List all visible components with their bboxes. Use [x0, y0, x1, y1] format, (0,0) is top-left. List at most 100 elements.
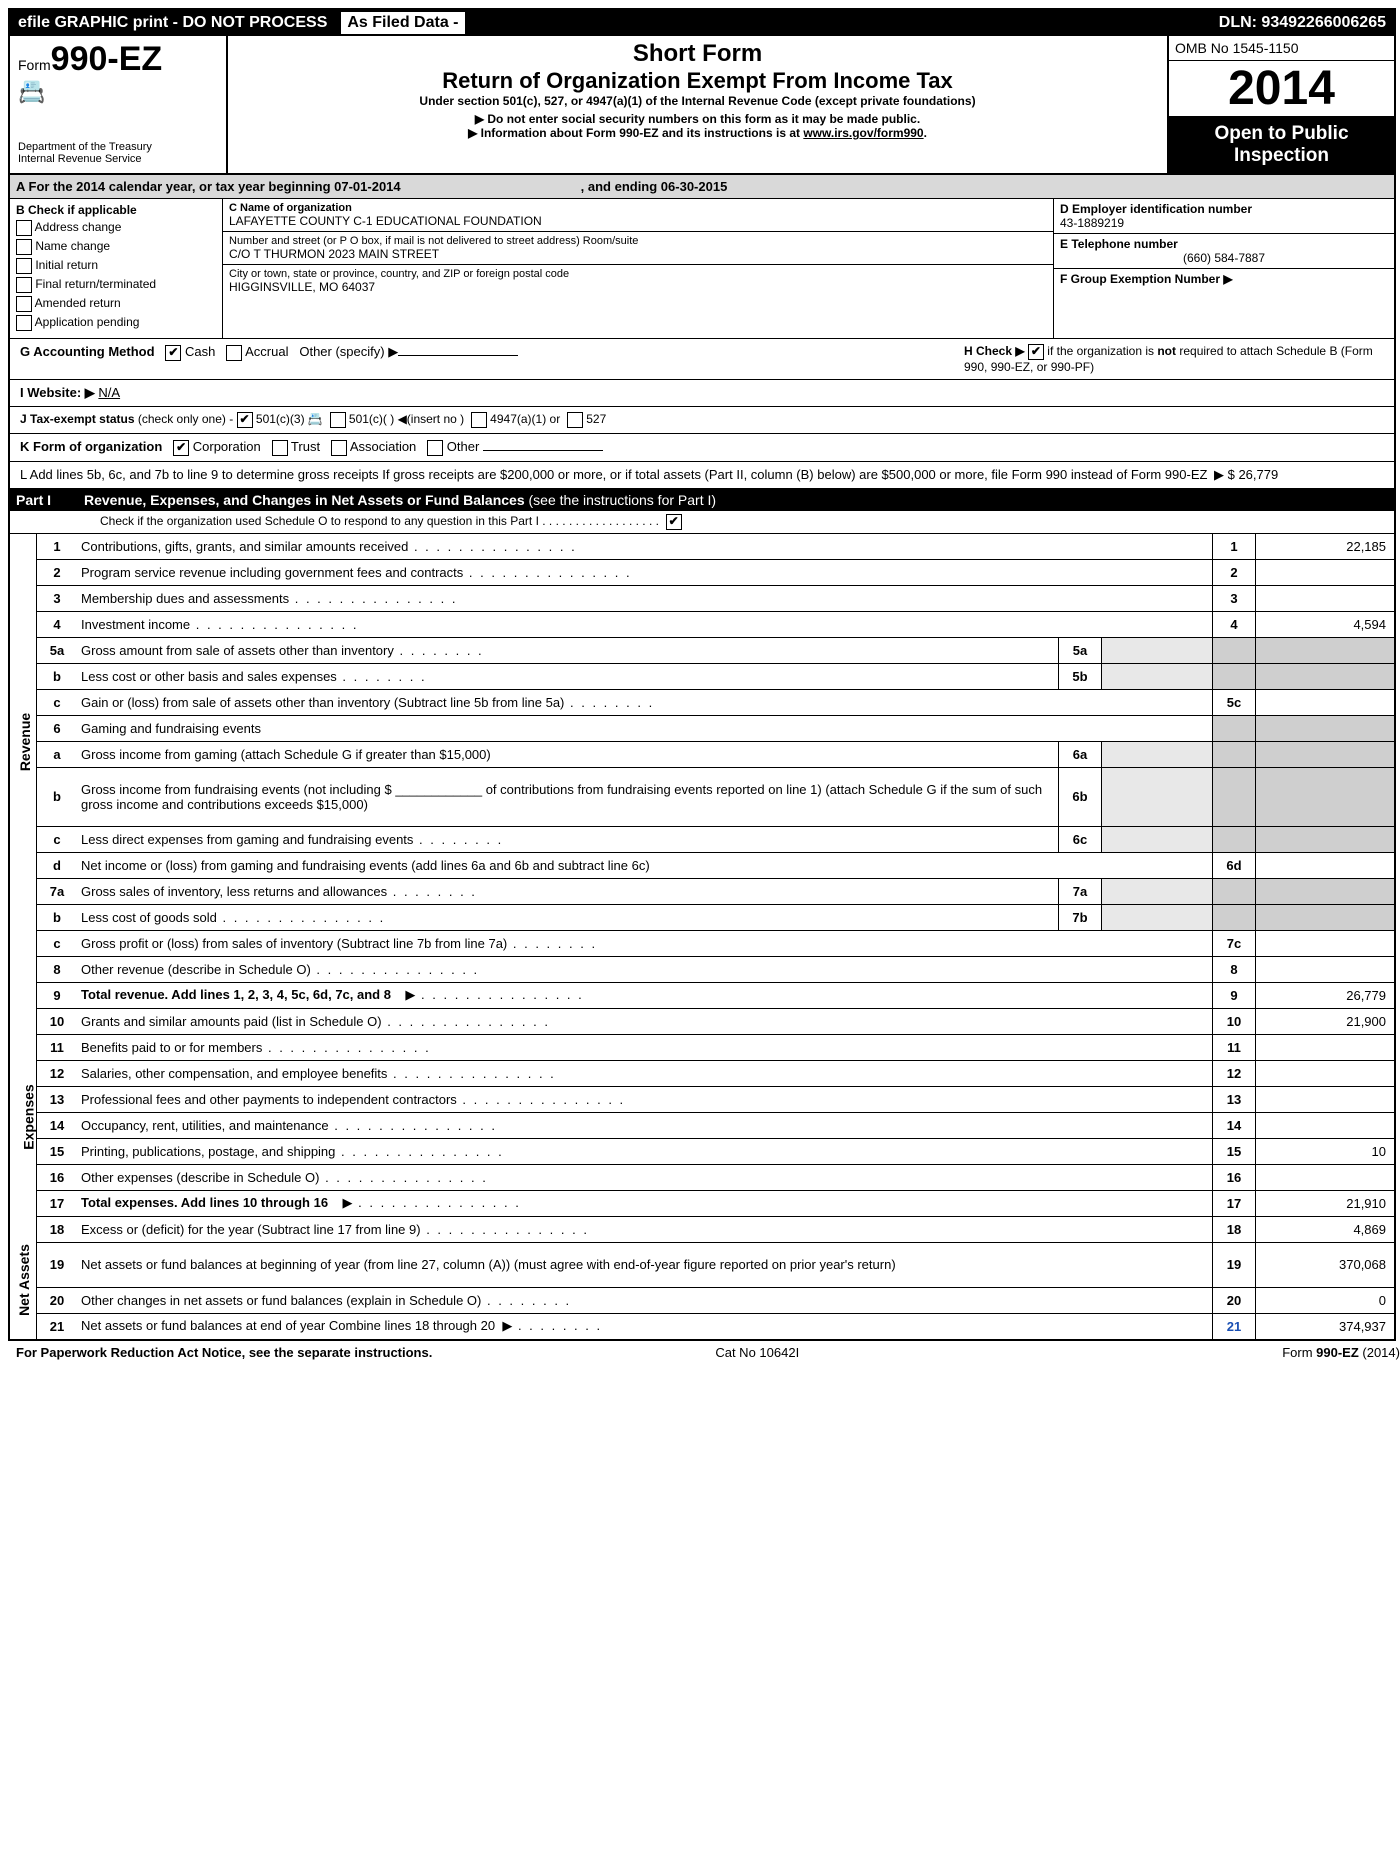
- g-label: G Accounting Method: [20, 344, 155, 359]
- chk-corp[interactable]: ✔: [173, 440, 189, 456]
- line-6c: cLess direct expenses from gaming and fu…: [37, 827, 1394, 853]
- line-6a: aGross income from gaming (attach Schedu…: [37, 742, 1394, 768]
- line-9: 9Total revenue. Add lines 1, 2, 3, 4, 5c…: [37, 983, 1394, 1009]
- gh-row: G Accounting Method ✔ Cash Accrual Other…: [10, 339, 1394, 380]
- line-18: 18Excess or (deficit) for the year (Subt…: [37, 1217, 1394, 1243]
- l-gross-receipts: L Add lines 5b, 6c, and 7b to line 9 to …: [10, 462, 1394, 489]
- line-5c: cGain or (loss) from sale of assets othe…: [37, 690, 1394, 716]
- c-street-label: Number and street (or P O box, if mail i…: [229, 235, 1047, 247]
- c-name-value: LAFAYETTE COUNTY C-1 EDUCATIONAL FOUNDAT…: [229, 214, 1047, 228]
- l-amount: ▶ $ 26,779: [1214, 467, 1384, 483]
- line-4: 4Investment income44,594: [37, 612, 1394, 638]
- chk-501c[interactable]: [330, 412, 346, 428]
- no-ssn-note: ▶ Do not enter social security numbers o…: [236, 112, 1159, 126]
- chk-address-change[interactable]: Address change: [16, 220, 216, 236]
- dept-treasury: Department of the Treasury: [18, 141, 218, 153]
- netassets-section: Net Assets 18Excess or (deficit) for the…: [10, 1217, 1394, 1339]
- line-21: 21Net assets or fund balances at end of …: [37, 1314, 1394, 1339]
- c-city-value: HIGGINSVILLE, MO 64037: [229, 280, 1047, 294]
- expenses-section: Expenses 10Grants and similar amounts pa…: [10, 1009, 1394, 1217]
- h-text1: H Check ▶: [964, 344, 1025, 358]
- chk-h[interactable]: ✔: [1028, 344, 1044, 360]
- line-5b: bLess cost or other basis and sales expe…: [37, 664, 1394, 690]
- line-11: 11Benefits paid to or for members11: [37, 1035, 1394, 1061]
- chk-name-change[interactable]: Name change: [16, 239, 216, 255]
- a-end: , and ending 06-30-2015: [581, 179, 728, 194]
- chk-527[interactable]: [567, 412, 583, 428]
- col-c-address: C Name of organization LAFAYETTE COUNTY …: [223, 199, 1054, 338]
- k-label: K Form of organization: [20, 439, 162, 454]
- chk-4947[interactable]: [471, 412, 487, 428]
- line-19: 19Net assets or fund balances at beginni…: [37, 1243, 1394, 1288]
- irs-link[interactable]: www.irs.gov/form990: [803, 126, 923, 140]
- e-value: (660) 584-7887: [1060, 251, 1388, 265]
- col-def: D Employer identification number 43-1889…: [1054, 199, 1394, 338]
- other-org-input[interactable]: [483, 450, 603, 451]
- g-accounting-method: G Accounting Method ✔ Cash Accrual Other…: [10, 339, 954, 379]
- c-street-value: C/O T THURMON 2023 MAIN STREET: [229, 247, 1047, 261]
- dln-label: DLN: 93492266006265: [1211, 10, 1394, 36]
- c-name-row: C Name of organization LAFAYETTE COUNTY …: [223, 199, 1053, 232]
- header-right: OMB No 1545-1150 2014 Open to Public Ins…: [1167, 36, 1394, 173]
- tax-year: 2014: [1169, 61, 1394, 117]
- revenue-section: Revenue 1Contributions, gifts, grants, a…: [10, 534, 1394, 1009]
- c-city-row: City or town, state or province, country…: [223, 265, 1053, 297]
- efile-label: efile GRAPHIC print - DO NOT PROCESS: [10, 10, 335, 36]
- line-10: 10Grants and similar amounts paid (list …: [37, 1009, 1394, 1035]
- line-8: 8Other revenue (describe in Schedule O)8: [37, 957, 1394, 983]
- h-text2: if the organization is: [1047, 344, 1157, 358]
- header-mid: Short Form Return of Organization Exempt…: [228, 36, 1167, 173]
- chk-final-return[interactable]: Final return/terminated: [16, 277, 216, 293]
- c-street-row: Number and street (or P O box, if mail i…: [223, 232, 1053, 265]
- info-suffix: .: [924, 126, 927, 140]
- form-number: Form990-EZ: [18, 40, 218, 79]
- chk-accrual[interactable]: [226, 345, 242, 361]
- line-2: 2Program service revenue including gover…: [37, 560, 1394, 586]
- chk-application-pending[interactable]: Application pending: [16, 315, 216, 331]
- line-6b: bGross income from fundraising events (n…: [37, 768, 1394, 827]
- f-group-exemption: F Group Exemption Number ▶: [1054, 269, 1394, 289]
- footer-right: Form 990-EZ (2014): [1282, 1345, 1400, 1360]
- under-section: Under section 501(c), 527, or 4947(a)(1)…: [236, 94, 1159, 108]
- l-text: L Add lines 5b, 6c, and 7b to line 9 to …: [20, 467, 1214, 483]
- b-label: B Check if applicable: [16, 203, 216, 217]
- e-phone: E Telephone number (660) 584-7887: [1054, 234, 1394, 269]
- form-990ez: efile GRAPHIC print - DO NOT PROCESS As …: [8, 8, 1396, 1341]
- d-ein: D Employer identification number 43-1889…: [1054, 199, 1394, 234]
- part1-check-note: Check if the organization used Schedule …: [10, 511, 1394, 534]
- row-a-calendar-year: A For the 2014 calendar year, or tax yea…: [10, 175, 1394, 199]
- open-line1: Open to Public: [1214, 123, 1348, 144]
- info-prefix: ▶ Information about Form 990-EZ and its …: [468, 126, 803, 140]
- d-label: D Employer identification number: [1060, 202, 1388, 216]
- chk-initial-return[interactable]: Initial return: [16, 258, 216, 274]
- line-13: 13Professional fees and other payments t…: [37, 1087, 1394, 1113]
- omb-number: OMB No 1545-1150: [1169, 36, 1394, 61]
- form-prefix: Form: [18, 57, 51, 73]
- chk-assoc[interactable]: [331, 440, 347, 456]
- h-not: not: [1157, 344, 1176, 358]
- i-value: N/A: [98, 385, 120, 400]
- revenue-vlabel: Revenue: [10, 534, 37, 1009]
- footer-mid: Cat No 10642I: [715, 1345, 799, 1360]
- line-7b: bLess cost of goods sold7b: [37, 905, 1394, 931]
- chk-cash[interactable]: ✔: [165, 345, 181, 361]
- part1-title: Revenue, Expenses, and Changes in Net As…: [84, 492, 716, 508]
- header-row: Form990-EZ 📇 Department of the Treasury …: [10, 36, 1394, 175]
- short-form-title: Short Form: [236, 40, 1159, 68]
- chk-501c3[interactable]: ✔: [237, 412, 253, 428]
- chk-trust[interactable]: [272, 440, 288, 456]
- footer-left: For Paperwork Reduction Act Notice, see …: [16, 1345, 432, 1360]
- chk-schedule-o-part1[interactable]: ✔: [666, 514, 682, 530]
- line-5a: 5aGross amount from sale of assets other…: [37, 638, 1394, 664]
- line-12: 12Salaries, other compensation, and empl…: [37, 1061, 1394, 1087]
- part1-header: Part I Revenue, Expenses, and Changes in…: [10, 489, 1394, 511]
- other-specify-input[interactable]: [398, 355, 518, 356]
- i-website: I Website: ▶ N/A: [10, 380, 1394, 407]
- chk-other-org[interactable]: [427, 440, 443, 456]
- c-name-label: C Name of organization: [229, 202, 1047, 214]
- line-20: 20Other changes in net assets or fund ba…: [37, 1288, 1394, 1314]
- chk-amended-return[interactable]: Amended return: [16, 296, 216, 312]
- f-label: F Group Exemption Number ▶: [1060, 272, 1233, 286]
- h-schedule-b: H Check ▶ ✔ if the organization is not r…: [954, 339, 1394, 379]
- e-label: E Telephone number: [1060, 237, 1388, 251]
